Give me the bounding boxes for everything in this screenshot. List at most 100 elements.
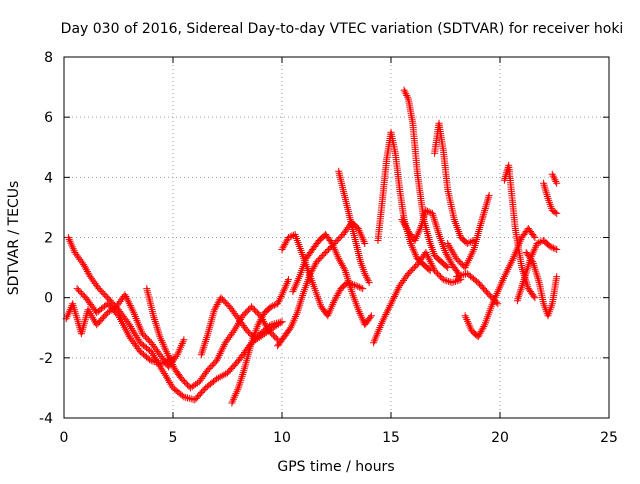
data-point <box>121 291 129 299</box>
series-track-19 <box>500 161 539 302</box>
data-point <box>276 294 284 302</box>
data-point <box>409 245 417 253</box>
data-point <box>210 360 218 368</box>
plot-frame <box>63 56 610 419</box>
series-track-9 <box>289 231 375 329</box>
data-point <box>528 256 536 264</box>
data-point <box>143 334 151 342</box>
data-point <box>485 291 493 299</box>
data-point <box>443 277 451 285</box>
data-point <box>381 312 389 320</box>
data-point <box>214 374 222 382</box>
data-point <box>409 265 417 273</box>
data-point <box>128 324 136 332</box>
data-point <box>281 283 289 291</box>
x-tick-label: 25 <box>600 430 618 446</box>
data-point <box>455 258 463 266</box>
y-axis-label: SDTVAR / TECUs <box>6 181 22 296</box>
data-point <box>63 313 71 321</box>
data-point <box>433 223 441 231</box>
data-point <box>454 256 462 264</box>
chart-title: Day 030 of 2016, Sidereal Day-to-day VTE… <box>61 21 624 37</box>
data-point <box>200 343 208 351</box>
data-point <box>467 251 475 259</box>
data-point <box>166 355 174 363</box>
data-point <box>95 285 103 293</box>
data-point <box>494 288 502 296</box>
data-point <box>179 376 187 384</box>
data-point <box>158 360 166 368</box>
data-point <box>293 278 301 286</box>
data-point <box>140 331 148 339</box>
data-point <box>436 273 444 281</box>
data-point <box>389 296 397 304</box>
data-point <box>458 261 466 269</box>
data-point <box>275 298 282 306</box>
data-point <box>214 353 222 361</box>
data-point <box>181 378 189 386</box>
data-point <box>452 277 459 285</box>
data-point <box>443 252 451 260</box>
data-point <box>66 237 74 245</box>
data-point <box>530 292 538 300</box>
series-track-13 <box>431 119 478 247</box>
data-point <box>541 185 549 193</box>
data-point <box>146 356 154 364</box>
data-point <box>488 294 496 302</box>
data-point <box>540 181 548 189</box>
series-track-23 <box>548 170 561 187</box>
data-point <box>533 271 541 279</box>
data-point <box>333 237 341 244</box>
data-point <box>422 249 430 256</box>
data-point <box>319 252 327 260</box>
series-track-17 <box>398 206 463 278</box>
data-point <box>81 262 89 270</box>
data-point <box>214 355 221 363</box>
data-point <box>130 328 138 336</box>
data-point <box>147 348 155 356</box>
data-point <box>242 309 250 317</box>
data-point <box>380 314 388 322</box>
data-point <box>484 195 492 203</box>
data-point <box>243 327 251 335</box>
x-tick-label: 10 <box>273 430 291 446</box>
data-point <box>125 298 132 306</box>
data-point <box>331 245 339 253</box>
data-point <box>485 191 493 199</box>
data-point <box>269 331 277 339</box>
data-point <box>203 334 211 342</box>
data-point <box>213 357 221 365</box>
data-point <box>160 370 168 377</box>
data-point <box>400 86 408 94</box>
data-point <box>356 310 364 317</box>
data-point <box>442 262 450 270</box>
data-point <box>245 328 253 336</box>
data-point <box>479 324 487 332</box>
data-point <box>432 221 440 229</box>
data-point <box>310 263 318 271</box>
data-point <box>402 90 410 98</box>
data-point <box>223 300 231 308</box>
data-point <box>141 333 149 341</box>
data-point <box>297 297 305 305</box>
data-point <box>501 271 509 279</box>
data-point <box>161 344 169 352</box>
data-point <box>468 249 476 257</box>
data-point <box>435 271 443 279</box>
data-point <box>125 321 133 329</box>
data-point <box>199 347 206 355</box>
data-point <box>394 285 402 293</box>
data-point <box>270 301 278 309</box>
data-point <box>464 258 472 266</box>
data-point <box>275 296 283 304</box>
data-point <box>320 250 328 258</box>
data-point <box>464 317 472 325</box>
data-point <box>403 92 411 99</box>
data-point <box>530 232 538 240</box>
data-point <box>298 293 306 301</box>
data-point <box>444 264 452 272</box>
data-point <box>172 353 180 360</box>
data-point <box>198 349 206 357</box>
data-point <box>361 240 369 247</box>
data-point <box>164 351 172 359</box>
